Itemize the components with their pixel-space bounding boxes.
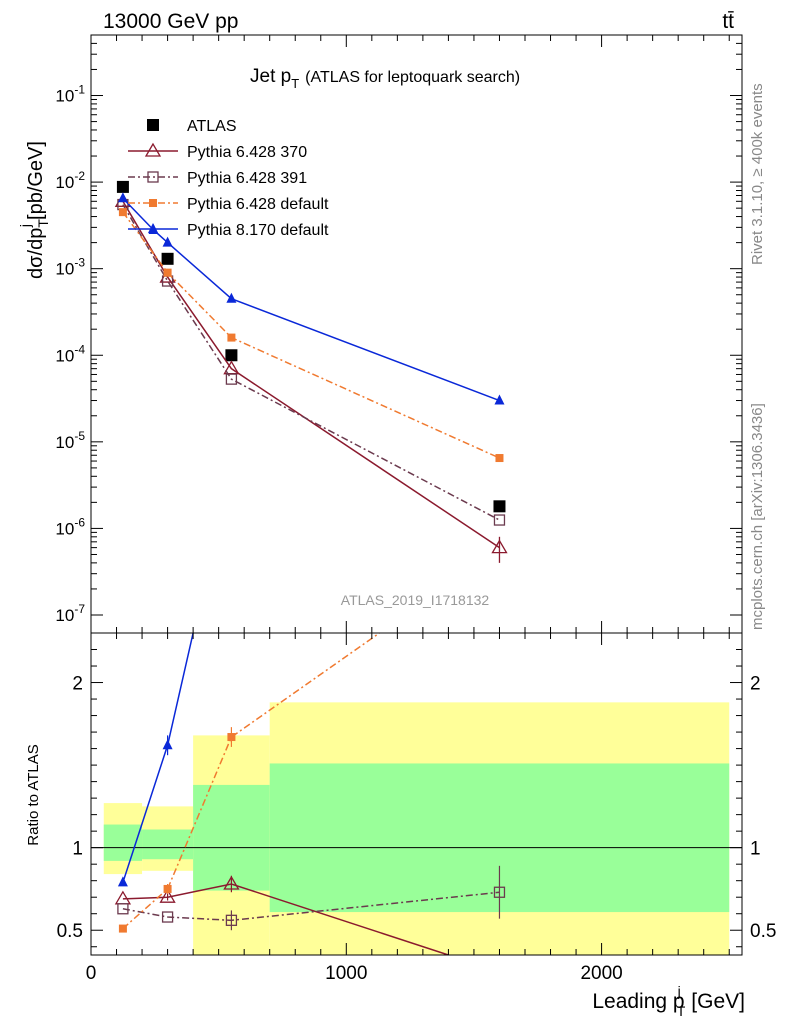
data-point — [117, 192, 128, 203]
data-point — [162, 236, 173, 247]
ratio-y-tick-label: 1 — [72, 839, 83, 860]
uncertainty-band-green — [142, 829, 194, 860]
legend-marker — [147, 119, 159, 131]
ratio-point — [163, 884, 172, 893]
title-sub: T — [291, 76, 299, 91]
uncertainty-band-green — [193, 784, 270, 891]
series-line — [122, 200, 500, 549]
data-point — [226, 292, 237, 303]
legend-label: ATLAS — [187, 118, 237, 135]
xlabel-unit: [GeV] — [691, 990, 745, 1013]
side-label-top: Rivet 3.1.10, ≥ 400k events — [749, 83, 766, 265]
series-line — [122, 211, 500, 459]
data-point — [227, 333, 236, 342]
main-panel: 10-7 10-6 10-5 10-4 10-3 10-2 10-1 Jet pT (ATLA… — [17, 34, 743, 634]
y-tick-label: 10-5 — [55, 429, 85, 452]
legend-item: Pythia 6.428 391 — [128, 170, 307, 187]
ratio-panel: 0.5 0.5 1 1 2 2 0 1000 2000 Ratio to ATLAS Leadi… — [25, 632, 776, 1019]
header-right: tt̄ — [722, 10, 734, 33]
legend-label: Pythia 6.428 370 — [187, 144, 307, 161]
legend-label: Pythia 8.170 default — [187, 222, 329, 239]
header-left: 13000 GeV pp — [103, 10, 238, 33]
data-point — [225, 373, 238, 385]
ratio-series-1 — [117, 865, 506, 931]
legend: ATLAS Pythia 6.428 370 Pythia 6.428 391 Pyt… — [128, 118, 329, 239]
y-tick-label: 10-6 — [55, 515, 85, 538]
xlabel-sup: j — [677, 983, 681, 999]
legend-marker — [147, 171, 159, 183]
ratio-line — [122, 883, 449, 955]
x-tick-label: 2000 — [580, 963, 622, 984]
series-0 — [116, 180, 506, 513]
ratio-frame — [90, 632, 743, 956]
data-point — [225, 349, 238, 362]
data-point — [118, 208, 127, 217]
y-tick-label: 10-7 — [55, 602, 85, 625]
series-2 — [117, 198, 506, 526]
ratio-y-tick-label-right: 0.5 — [750, 921, 776, 942]
ratio-bands — [103, 702, 730, 955]
main-ticks: 10-7 10-6 10-5 10-4 10-3 10-2 10-1 — [55, 35, 742, 633]
ratio-y-tick-label: 0.5 — [57, 921, 83, 942]
x-axis-label: Leading pj T [GeV] — [592, 983, 745, 1019]
title-main: Jet p — [250, 66, 291, 87]
x-tick-label: 1000 — [325, 963, 367, 984]
y-tick-label: 10-2 — [55, 169, 85, 192]
y-tick-label: 10-3 — [55, 256, 85, 279]
legend-item: ATLAS — [147, 118, 237, 135]
ratio-point — [114, 890, 132, 905]
ratio-point — [493, 886, 506, 898]
data-point — [494, 394, 505, 405]
ratio-series — [114, 633, 506, 955]
data-point — [493, 500, 506, 513]
title-rest: (ATLAS for leptoquark search) — [305, 69, 520, 86]
y-tick-label: 10-1 — [55, 83, 85, 106]
legend-marker — [148, 223, 158, 233]
legend-label: Pythia 6.428 default — [187, 196, 329, 213]
xlabel-sub: T — [677, 1003, 686, 1019]
legend-marker — [144, 142, 162, 157]
data-point — [495, 454, 504, 463]
ratio-point — [117, 876, 128, 887]
legend-marker — [149, 199, 157, 207]
ratio-point — [223, 875, 240, 890]
ratio-point — [227, 733, 236, 742]
ratio-point — [225, 914, 238, 926]
ratio-point — [117, 903, 129, 915]
ratio-y-tick-label-right: 2 — [750, 674, 761, 695]
main-series — [114, 180, 508, 563]
legend-item: Pythia 6.428 370 — [128, 142, 307, 161]
ratio-ticks: 0.5 0.5 1 1 2 2 0 1000 2000 — [57, 633, 776, 984]
side-label-bottom: mcplots.cern.ch [arXiv:1306.3436] — [749, 403, 766, 630]
ratio-y-tick-label-right: 1 — [750, 839, 761, 860]
legend-item: Pythia 8.170 default — [128, 222, 329, 239]
y-tick-label: 10-4 — [55, 342, 85, 365]
legend-item: Pythia 6.428 default — [128, 196, 329, 213]
ratio-point — [159, 888, 176, 903]
ratio-series-2 — [118, 633, 380, 933]
data-point — [493, 514, 506, 526]
main-ylabel: dσ/dpTj[pb/GeV] — [17, 141, 51, 279]
data-point — [161, 252, 174, 265]
ratio-y-tick-label: 2 — [72, 674, 83, 695]
series-3 — [118, 208, 504, 463]
ratio-ylabel: Ratio to ATLAS — [25, 744, 42, 845]
xlabel-main: Leading p — [592, 990, 684, 1013]
data-point — [116, 180, 129, 193]
ratio-point — [162, 739, 173, 750]
legend-label: Pythia 6.428 391 — [187, 170, 307, 187]
data-point — [491, 539, 508, 554]
x-tick-label: 0 — [86, 963, 97, 984]
data-point — [163, 268, 172, 277]
ratio-point — [118, 924, 127, 933]
ratio-line — [122, 891, 500, 922]
series-line — [122, 204, 500, 521]
ratio-point — [161, 911, 174, 923]
ratio-series-3 — [117, 633, 194, 887]
analysis-id: ATLAS_2019_I1718132 — [341, 592, 490, 608]
main-title: Jet pT (ATLAS for leptoquark search) — [250, 66, 520, 91]
